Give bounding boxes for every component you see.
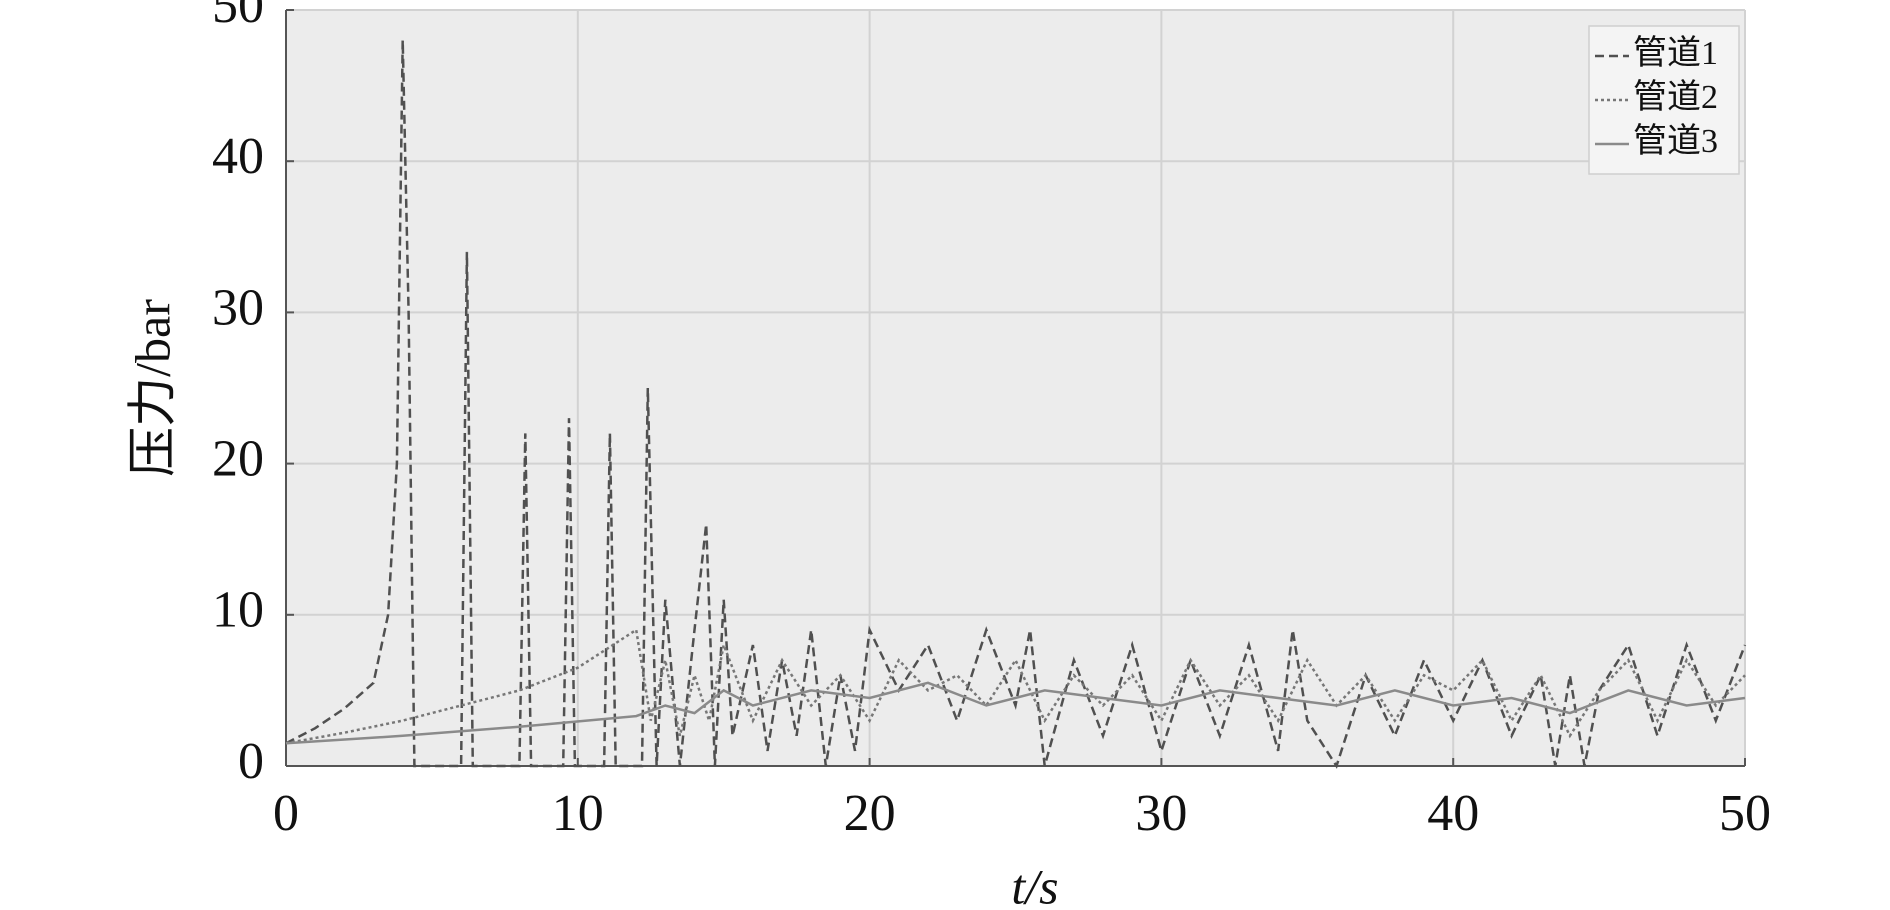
y-tick-label: 10: [212, 582, 264, 639]
x-tick-label: 20: [844, 785, 896, 842]
series-line: [285, 627, 1746, 745]
x-tick-label: 40: [1427, 785, 1479, 842]
x-tick-label: 30: [1135, 785, 1187, 842]
x-tick-label: 0: [273, 785, 299, 842]
series-line: [285, 40, 1747, 769]
legend: 管道1 管道2 管道3: [1588, 25, 1740, 175]
series-line: [285, 681, 1746, 745]
y-tick-label: 50: [212, 0, 264, 34]
legend-label: 管道2: [1633, 78, 1718, 116]
y-tick-label: 30: [212, 279, 264, 336]
y-tick-label: 20: [212, 431, 264, 488]
y-tick-label: 40: [212, 128, 264, 185]
x-axis-label: t/s: [1011, 858, 1058, 910]
plot-area: [286, 10, 1745, 766]
x-tick-label: 10: [552, 785, 604, 842]
y-axis-label: 压力/bar: [124, 299, 180, 477]
x-tick-label: 50: [1719, 785, 1771, 842]
legend-label: 管道1: [1633, 34, 1718, 72]
legend-label: 管道3: [1633, 122, 1718, 160]
y-tick-label: 0: [238, 733, 264, 790]
